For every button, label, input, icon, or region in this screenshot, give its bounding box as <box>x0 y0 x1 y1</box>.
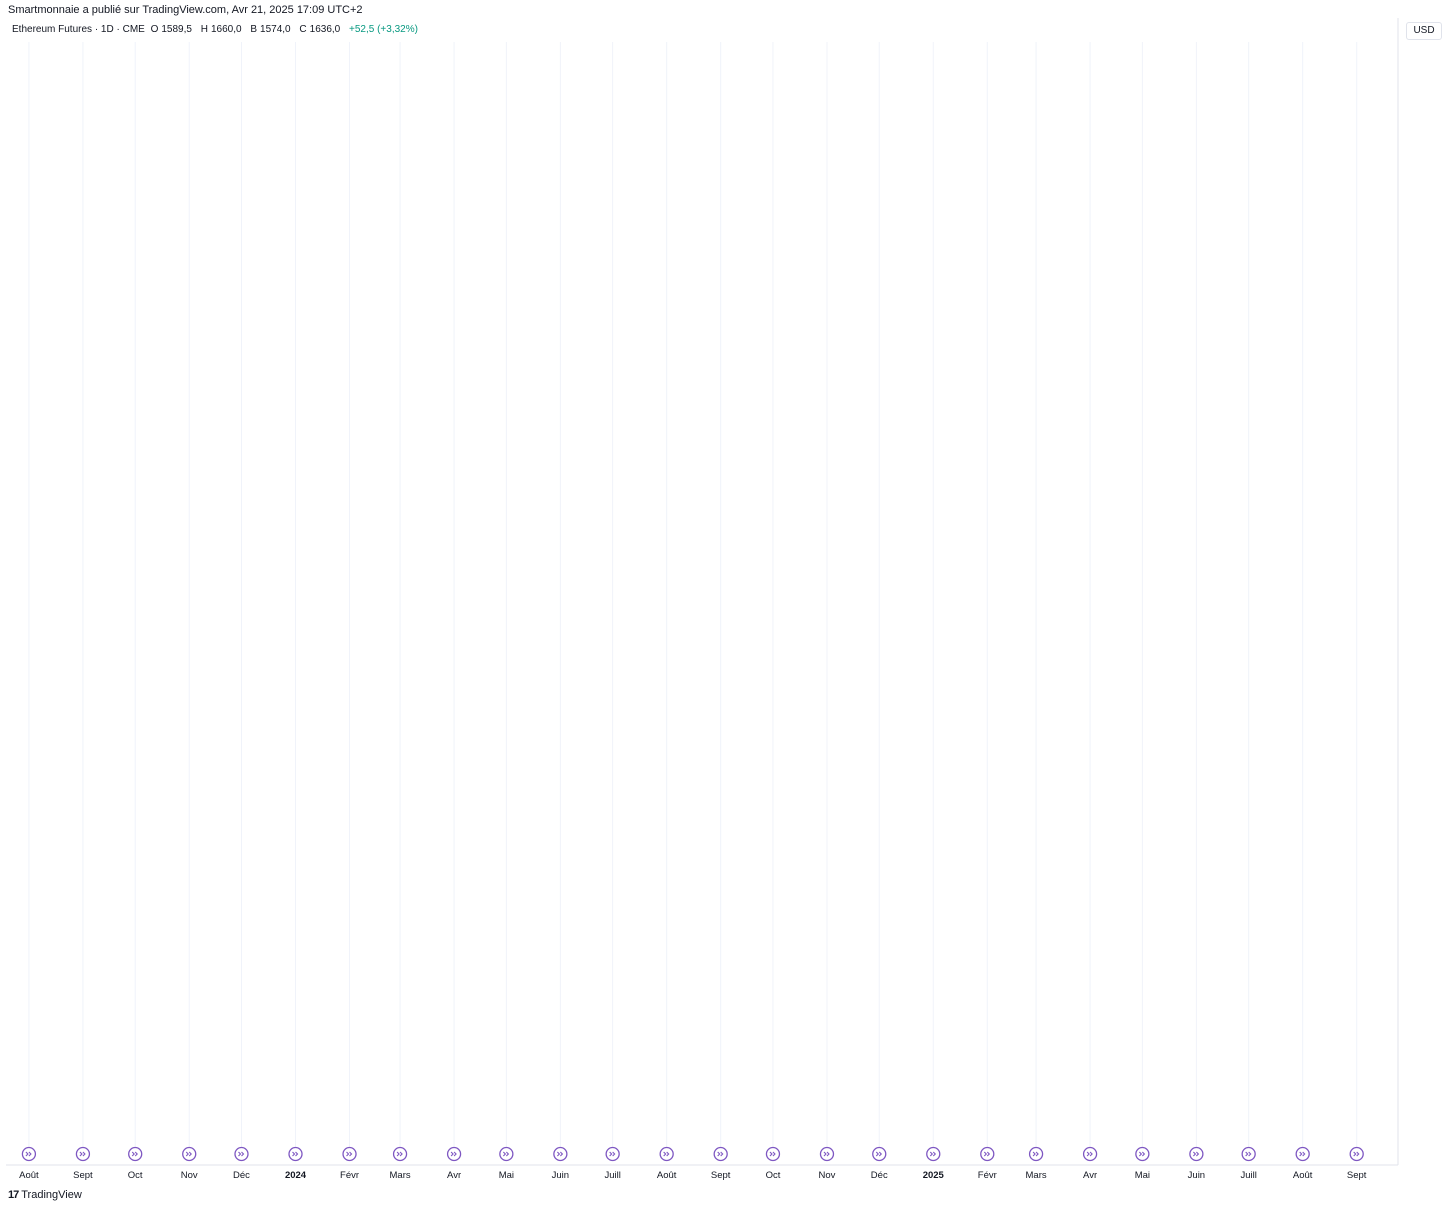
x-tick-label: Juin <box>1188 1170 1205 1181</box>
event-marker-icon[interactable] <box>182 1146 197 1162</box>
x-tick-label: Févr <box>978 1170 997 1181</box>
change-value: +52,5 (+3,32%) <box>349 24 418 35</box>
tradingview-logo[interactable]: 17 TradingView <box>8 1189 82 1201</box>
symbol-name[interactable]: Ethereum Futures · 1D · CME <box>12 24 145 35</box>
event-marker-icon[interactable] <box>1028 1146 1044 1162</box>
event-marker-icon[interactable] <box>128 1146 143 1162</box>
x-tick-label: Sept <box>1347 1170 1367 1181</box>
x-tick-label: Nov <box>181 1170 198 1181</box>
event-marker-icon[interactable] <box>819 1146 835 1162</box>
event-marker-icon[interactable] <box>234 1146 249 1162</box>
x-tick-label: Mai <box>1135 1170 1150 1181</box>
event-marker-icon[interactable] <box>553 1146 568 1162</box>
event-marker-icon[interactable] <box>872 1146 887 1162</box>
currency-button[interactable]: USD <box>1406 22 1442 40</box>
event-marker-icon[interactable] <box>926 1146 941 1162</box>
tradingview-logo-icon: 17 <box>8 1189 19 1201</box>
event-marker-icon[interactable] <box>446 1146 462 1162</box>
x-tick-label: 2025 <box>923 1170 945 1181</box>
event-marker-icon[interactable] <box>288 1146 303 1162</box>
x-tick-label: Avr <box>1083 1170 1097 1181</box>
event-marker-icon[interactable] <box>392 1146 408 1162</box>
grid-lines <box>28 42 1358 1160</box>
event-marker-icon[interactable] <box>1135 1146 1150 1162</box>
close-value: 1636,0 <box>309 24 341 35</box>
event-marker-icon[interactable] <box>1189 1146 1204 1162</box>
event-marker-icon[interactable] <box>980 1146 995 1162</box>
event-marker-icon[interactable] <box>75 1146 91 1162</box>
event-marker-icon[interactable] <box>499 1146 514 1162</box>
high-value: 1660,0 <box>210 24 242 35</box>
event-marker-icon[interactable] <box>21 1146 37 1162</box>
event-marker-icon[interactable] <box>659 1146 674 1162</box>
open-label: O <box>150 24 159 35</box>
low-value: 1574,0 <box>260 24 291 35</box>
event-marker-icon[interactable] <box>1349 1146 1364 1162</box>
event-marker-icon[interactable] <box>1241 1146 1256 1162</box>
low-label: B <box>250 24 258 35</box>
x-tick-label: 2024 <box>285 1170 307 1181</box>
event-marker-icon[interactable] <box>765 1146 781 1162</box>
x-tick-label: Juin <box>552 1170 569 1181</box>
x-tick-label: Avr <box>447 1170 461 1181</box>
x-tick-label: Août <box>657 1170 677 1181</box>
x-tick-label: Nov <box>819 1170 836 1181</box>
close-label: C <box>299 24 307 35</box>
event-marker-icon[interactable] <box>1082 1146 1098 1162</box>
x-tick-label: Déc <box>871 1170 888 1181</box>
x-tick-label: Mai <box>499 1170 514 1181</box>
x-tick-label: Août <box>1293 1170 1313 1181</box>
event-marker-icon[interactable] <box>605 1146 620 1162</box>
x-tick-label: Sept <box>711 1170 731 1181</box>
x-tick-label: Oct <box>128 1170 143 1181</box>
open-value: 1589,5 <box>161 24 192 35</box>
event-marker-icon[interactable] <box>713 1146 728 1162</box>
x-tick-label: Oct <box>766 1170 781 1181</box>
x-tick-label: Juill <box>604 1170 620 1181</box>
event-marker-icon[interactable] <box>342 1146 357 1162</box>
publisher-line: Smartmonnaie a publié sur TradingView.co… <box>8 4 363 16</box>
x-tick-label: Sept <box>73 1170 93 1181</box>
x-tick-label: Déc <box>233 1170 250 1181</box>
high-label: H <box>200 24 208 35</box>
x-tick-label: Févr <box>340 1170 359 1181</box>
symbol-legend: Ethereum Futures · 1D · CME O 1589,5 H 166… <box>12 24 421 35</box>
tradingview-brand: TradingView <box>21 1189 82 1201</box>
x-tick-label: Mars <box>390 1170 411 1181</box>
x-tick-label: Mars <box>1026 1170 1047 1181</box>
x-tick-label: Août <box>19 1170 39 1181</box>
event-marker-icon[interactable] <box>1295 1146 1310 1162</box>
x-tick-label: Juill <box>1240 1170 1256 1181</box>
